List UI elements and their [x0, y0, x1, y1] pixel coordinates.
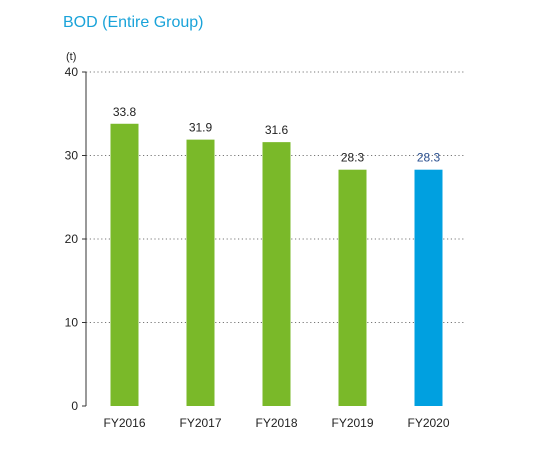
- bar-fy2016: [110, 123, 139, 407]
- value-label-fy2017: 31.9: [189, 121, 213, 135]
- value-label-fy2018: 31.6: [265, 123, 289, 137]
- value-label-fy2016: 33.8: [113, 105, 137, 119]
- x-tick-label-fy2017: FY2017: [179, 416, 221, 430]
- bar-fy2019: [338, 169, 367, 406]
- value-label-fy2019: 28.3: [341, 151, 365, 165]
- gridlines: [86, 71, 465, 323]
- value-label-fy2020: 28.3: [417, 151, 441, 165]
- x-tick-label-fy2016: FY2016: [103, 416, 145, 430]
- y-tick-label: 0: [71, 399, 78, 413]
- x-tick-label-fy2019: FY2019: [331, 416, 373, 430]
- x-tick-label-fy2018: FY2018: [255, 416, 297, 430]
- bar-fy2018: [262, 142, 291, 406]
- y-tick-label: 40: [65, 65, 79, 79]
- y-axis-unit-label: (t): [66, 51, 76, 63]
- tick-labels: 0 10 20 30 40 FY2016 FY2017 FY2018 FY2019 FY2020: [65, 65, 450, 430]
- chart-title: BOD (Entire Group): [63, 14, 204, 31]
- y-tick-label: 30: [65, 149, 79, 163]
- y-tick-label: 20: [65, 232, 79, 246]
- x-tick-label-fy2020: FY2020: [407, 416, 449, 430]
- data-labels: 33.8 31.9 31.6 28.3 28.3: [113, 105, 441, 165]
- bar-fy2017: [186, 139, 215, 406]
- y-tick-label: 10: [65, 316, 79, 330]
- bars: [110, 123, 443, 407]
- axes: (t): [66, 51, 87, 406]
- bar-fy2020: [414, 169, 443, 406]
